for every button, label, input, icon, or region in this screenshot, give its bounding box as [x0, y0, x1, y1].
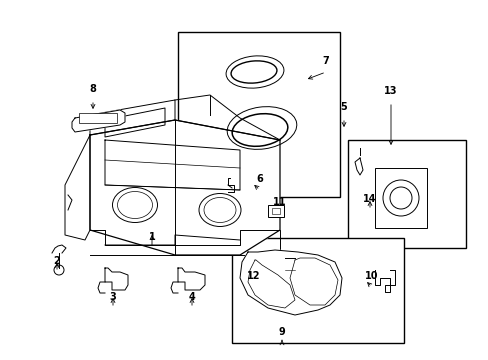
Text: 11: 11: [273, 197, 286, 207]
Text: 9: 9: [278, 327, 285, 337]
Polygon shape: [105, 268, 128, 290]
Text: 1: 1: [148, 232, 155, 242]
Text: 13: 13: [384, 86, 397, 96]
Bar: [374, 168, 426, 228]
Text: 2: 2: [54, 256, 60, 266]
Bar: [347, 140, 465, 248]
Text: 8: 8: [89, 84, 96, 94]
Polygon shape: [90, 100, 175, 135]
Polygon shape: [90, 120, 280, 255]
Text: 7: 7: [322, 56, 329, 66]
Bar: [231, 238, 403, 343]
Text: 5: 5: [340, 102, 346, 112]
Bar: [267, 205, 284, 217]
Text: 3: 3: [109, 292, 116, 302]
Bar: [178, 32, 339, 197]
Bar: [79, 113, 117, 123]
Text: 14: 14: [363, 194, 376, 204]
Polygon shape: [65, 135, 90, 240]
Polygon shape: [105, 140, 240, 190]
Bar: [271, 208, 280, 214]
Polygon shape: [72, 110, 125, 132]
Text: 4: 4: [188, 292, 195, 302]
Text: 10: 10: [365, 271, 378, 281]
Polygon shape: [178, 268, 204, 290]
Text: 12: 12: [247, 271, 260, 281]
Text: 6: 6: [256, 174, 263, 184]
Polygon shape: [240, 250, 341, 315]
